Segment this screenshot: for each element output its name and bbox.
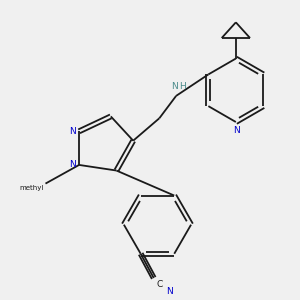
Text: N: N [166, 287, 172, 296]
Text: N: N [233, 127, 240, 136]
Text: methyl: methyl [19, 185, 44, 191]
Text: N: N [171, 82, 178, 91]
Text: C: C [157, 280, 163, 289]
Text: N: N [69, 160, 76, 169]
Text: H: H [179, 82, 186, 91]
Text: N: N [69, 127, 76, 136]
